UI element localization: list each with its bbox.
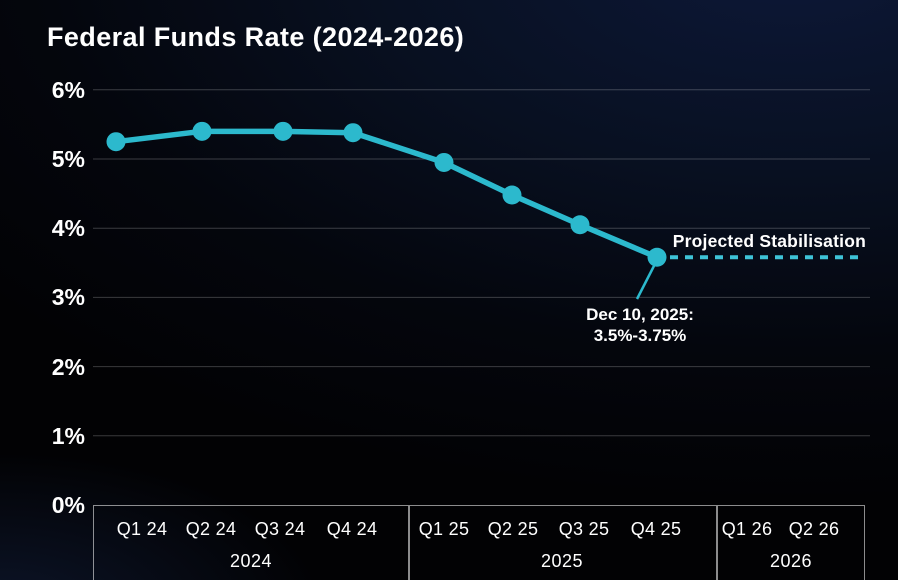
x-tick-q2-24: Q2 24 [185,519,237,539]
x-tick-q1-26: Q1 26 [721,519,773,539]
y-tick-0pct: 0% [51,492,85,518]
year-divider-2 [716,506,718,580]
data-point-q3-24 [273,121,293,141]
rate-line [113,128,660,261]
year-divider-1 [408,506,410,580]
x-group-year-2025: 2025 [540,551,584,571]
annotation-callout-line [635,261,658,300]
annotation-line1: Dec 10, 2025: [586,305,694,324]
data-point-q4-25 [647,247,667,267]
y-tick-4pct: 4% [51,215,85,242]
x-tick-q2-26: Q2 26 [788,519,840,539]
x-tick-q1-24: Q1 24 [116,519,168,539]
x-group-year-2024: 2024 [229,551,273,571]
x-tick-q4-24: Q4 24 [326,519,378,539]
x-tick-q1-25: Q1 25 [418,519,470,539]
y-tick-2pct: 2% [51,353,85,380]
data-point-q2-25 [502,185,522,205]
x-tick-q2-25: Q2 25 [487,519,539,539]
data-point-q3-25 [570,215,590,235]
x-axis-table: Q1 24 Q2 24 Q3 24 Q4 24 2024 Q1 25 Q2 25 Q3 25 Q… [93,505,865,580]
data-point-q1-25 [434,152,454,172]
data-point-q4-24 [343,123,363,143]
y-tick-1pct: 1% [51,422,85,449]
data-point-q2-24 [192,121,212,141]
y-tick-5pct: 5% [51,146,85,172]
x-tick-q3-25: Q3 25 [558,519,610,539]
annotation-line2: 3.5%-3.75% [593,326,687,345]
y-tick-3pct: 3% [51,284,85,311]
x-group-year-2026: 2026 [769,551,813,571]
annotation-dec-2025: Dec 10, 2025: 3.5%-3.75% [586,304,694,346]
x-tick-q4-25: Q4 25 [630,519,682,539]
chart-title: Federal Funds Rate (2024-2026) [47,22,465,52]
projection-label: Projected Stabilisation [672,231,866,251]
data-point-q1-24 [106,132,126,152]
y-tick-6pct: 6% [51,76,85,103]
x-tick-q3-24: Q3 24 [254,519,306,539]
